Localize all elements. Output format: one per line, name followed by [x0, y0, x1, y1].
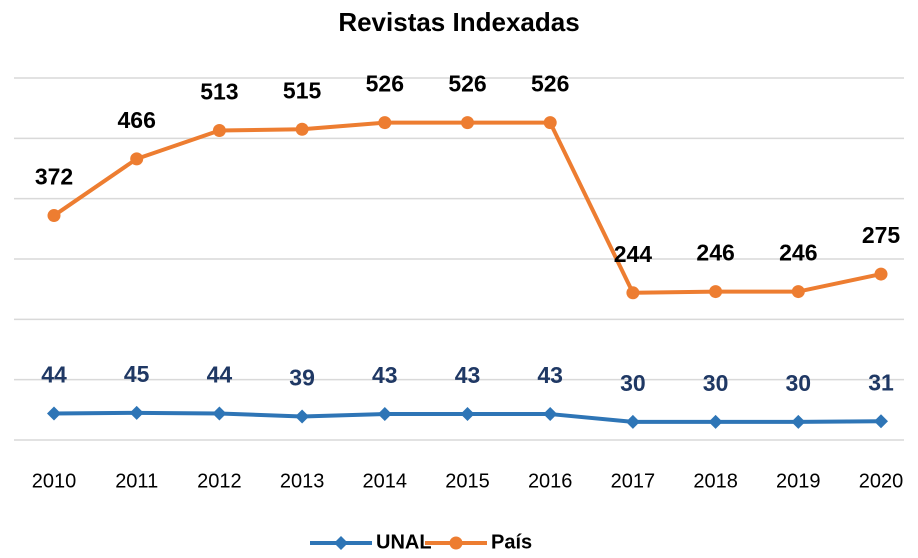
legend-marker: [449, 536, 463, 550]
data-label: 43: [455, 362, 481, 388]
data-label: 43: [372, 362, 398, 388]
series-line: [52, 120, 882, 295]
data-label: 526: [366, 71, 404, 97]
data-label: 44: [207, 362, 233, 388]
marker: [543, 407, 558, 422]
x-tick-label: 2020: [859, 470, 904, 492]
data-label: 275: [862, 222, 901, 248]
data-label: 526: [531, 71, 569, 97]
data-label: 30: [786, 370, 812, 396]
data-label: 466: [118, 107, 156, 133]
x-tick-label: 2011: [115, 470, 158, 492]
x-tick-label: 2016: [528, 470, 573, 492]
marker: [791, 285, 805, 299]
marker: [377, 407, 392, 422]
x-tick-label: 2014: [363, 470, 408, 492]
legend-marker: [334, 536, 348, 550]
marker: [791, 414, 806, 429]
data-label: 513: [200, 79, 238, 105]
data-label: 30: [703, 370, 729, 396]
data-label: 39: [289, 365, 315, 391]
x-tick-label: 2012: [197, 470, 242, 492]
marker: [543, 116, 557, 130]
x-tick-label: 2010: [32, 470, 77, 492]
data-label: 372: [35, 164, 73, 190]
x-tick-label: 2013: [280, 470, 325, 492]
marker: [130, 152, 144, 166]
x-tick-label: 2017: [611, 470, 656, 492]
data-label: 31: [868, 369, 894, 395]
marker: [212, 123, 226, 137]
data-label: 45: [124, 361, 150, 387]
marker: [874, 414, 888, 429]
marker: [461, 116, 474, 130]
marker: [626, 286, 640, 300]
x-tick-label: 2019: [776, 470, 821, 492]
marker: [378, 116, 392, 130]
x-tick-label: 2018: [693, 470, 738, 492]
marker: [295, 122, 309, 136]
marker: [874, 267, 888, 281]
legend-label: País: [491, 531, 532, 553]
marker: [708, 414, 723, 429]
chart-title: Revistas Indexadas: [338, 7, 579, 37]
marker: [625, 414, 640, 429]
marker: [212, 406, 227, 421]
data-label: 244: [614, 241, 653, 267]
data-label: 515: [283, 77, 322, 103]
legend-label: UNAL: [376, 531, 432, 553]
data-label: 44: [41, 362, 67, 388]
marker: [47, 209, 61, 223]
marker: [47, 406, 61, 421]
marker: [709, 285, 723, 299]
x-tick-label: 2015: [445, 470, 490, 492]
marker: [295, 409, 310, 424]
data-label: 30: [620, 370, 646, 396]
marker: [460, 407, 475, 422]
marker: [129, 405, 144, 420]
data-label: 246: [779, 240, 817, 266]
data-label: 526: [448, 71, 486, 97]
data-label: 43: [537, 362, 563, 388]
data-label: 246: [696, 240, 734, 266]
